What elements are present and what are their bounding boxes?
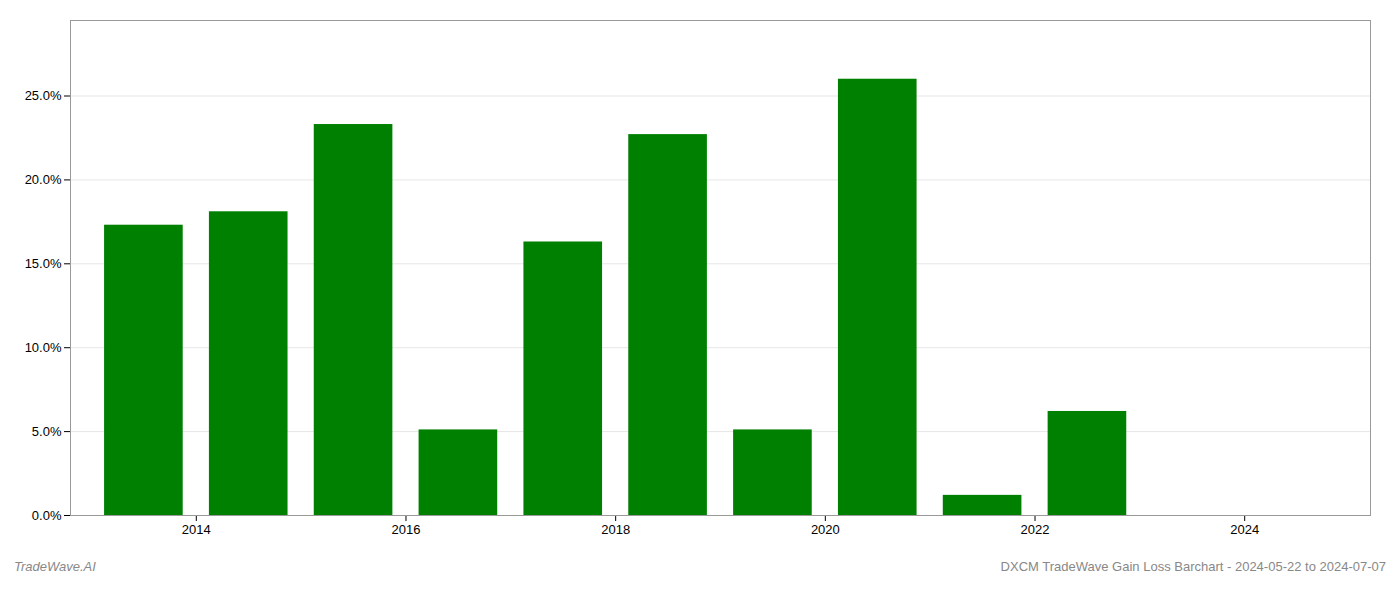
svg-text:25.0%: 25.0%: [25, 88, 62, 103]
svg-text:2018: 2018: [601, 522, 630, 537]
svg-text:2022: 2022: [1021, 522, 1050, 537]
html-text:TradeWave.AI: TradeWave.AI: [14, 559, 96, 574]
svg-text:2020: 2020: [811, 522, 840, 537]
svg-text:5.0%: 5.0%: [32, 424, 62, 439]
svg-text:10.0%: 10.0%: [25, 340, 62, 355]
svg-text:2024: 2024: [1230, 522, 1259, 537]
svg-text:15.0%: 15.0%: [25, 256, 62, 271]
html-text:DXCM TradeWave Gain Loss Barch: DXCM TradeWave Gain Loss Barchart - 2024…: [1000, 559, 1386, 574]
svg-text:20.0%: 20.0%: [25, 172, 62, 187]
svg-text:0.0%: 0.0%: [32, 508, 62, 523]
svg-text:2014: 2014: [182, 522, 211, 537]
svg-text:2016: 2016: [392, 522, 421, 537]
